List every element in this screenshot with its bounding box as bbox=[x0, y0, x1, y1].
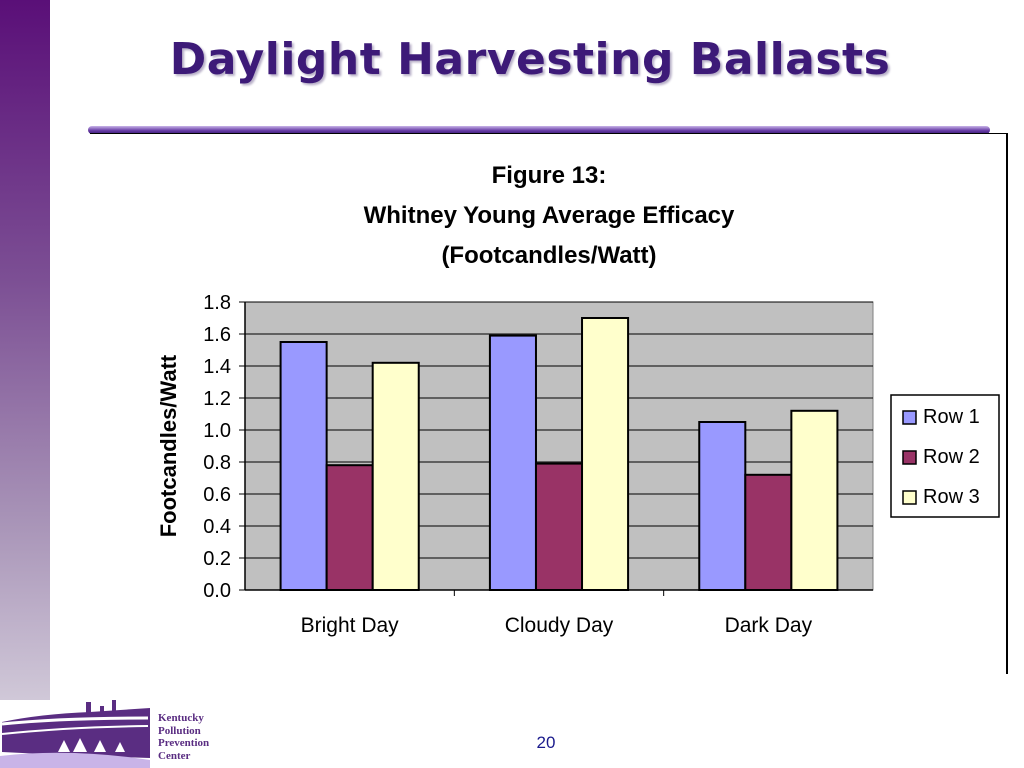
kppc-logo-text: Kentucky Pollution Prevention Center bbox=[158, 712, 209, 762]
page-number: 20 bbox=[536, 733, 556, 752]
chart-title-line: Figure 13: bbox=[492, 162, 607, 189]
y-tick-label: 1.0 bbox=[203, 420, 231, 442]
y-axis-label: Footcandles/Watt bbox=[156, 354, 181, 537]
y-tick-label: 0.4 bbox=[203, 516, 231, 538]
y-tick-label: 0.6 bbox=[203, 484, 231, 506]
chart-title-line: Whitney Young Average Efficacy bbox=[364, 202, 735, 229]
logo-line: Prevention bbox=[158, 737, 210, 749]
y-tick-label: 1.4 bbox=[203, 356, 231, 378]
y-tick-label: 1.8 bbox=[203, 292, 231, 314]
bar bbox=[581, 317, 630, 591]
x-tick-label: Cloudy Day bbox=[505, 614, 614, 637]
bar bbox=[790, 409, 839, 591]
side-accent-bar bbox=[0, 0, 50, 700]
legend-label: Row 2 bbox=[923, 446, 980, 468]
logo-line: Center bbox=[158, 749, 191, 762]
efficacy-bar-chart: Figure 13: Whitney Young Average Efficacy… bbox=[156, 162, 1000, 637]
y-tick-label: 0.2 bbox=[203, 548, 231, 570]
legend-swatch bbox=[902, 490, 917, 505]
y-tick-label: 0.0 bbox=[203, 580, 231, 602]
title-underline bbox=[88, 126, 990, 134]
slide-title: Daylight Harvesting Ballasts bbox=[169, 34, 891, 85]
y-tick-label: 1.2 bbox=[203, 388, 231, 410]
x-tick-label: Bright Day bbox=[301, 614, 400, 637]
bar bbox=[698, 421, 747, 591]
logo-line: Pollution bbox=[158, 724, 201, 737]
bar bbox=[325, 464, 374, 592]
legend-label: Row 1 bbox=[923, 406, 980, 428]
bar bbox=[744, 473, 793, 591]
kppc-logo-graphic bbox=[0, 700, 150, 768]
legend-label: Row 3 bbox=[923, 486, 980, 508]
y-tick-label: 1.6 bbox=[203, 324, 231, 346]
y-tick-label: 0.8 bbox=[203, 452, 231, 474]
chart-frame bbox=[90, 133, 1008, 674]
x-tick-label: Dark Day bbox=[725, 614, 813, 637]
bar bbox=[371, 361, 420, 591]
bar bbox=[488, 334, 537, 591]
chart-title-line: (Footcandles/Watt) bbox=[441, 242, 656, 269]
legend-swatch bbox=[902, 410, 917, 425]
bar bbox=[279, 341, 328, 591]
logo-line: Kentucky bbox=[158, 712, 204, 724]
legend-swatch bbox=[902, 450, 917, 465]
bar bbox=[534, 462, 584, 592]
